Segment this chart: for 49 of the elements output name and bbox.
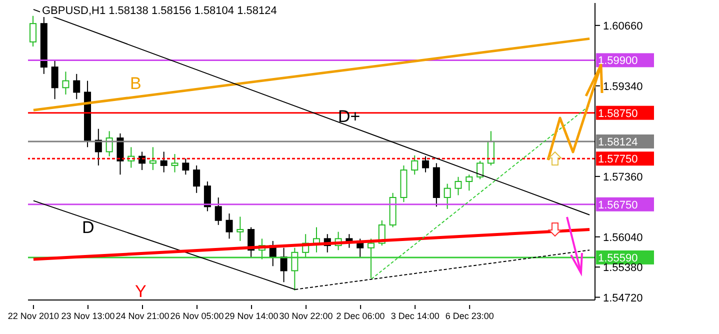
series-label: B	[130, 74, 142, 94]
x-tick-label: 29 Nov 14:00	[224, 311, 278, 321]
candlestick	[51, 60, 58, 100]
x-tick-label: 23 Nov 13:00	[61, 311, 115, 321]
candlestick	[149, 146, 156, 171]
candlestick	[476, 160, 484, 180]
candlestick	[487, 130, 494, 166]
candlestick	[226, 213, 233, 240]
candlestick	[411, 154, 418, 176]
candlestick	[214, 196, 222, 226]
candlestick	[368, 238, 375, 279]
y-tick-label: 1.59340	[603, 80, 643, 93]
x-tick-label: 22 Nov 2010	[8, 311, 59, 321]
candlestick	[30, 15, 36, 47]
ref-line-label: 1.59900	[598, 55, 638, 68]
y-tick-label: 1.57360	[603, 171, 643, 184]
x-tick-label: 26 Nov 05:00	[170, 311, 224, 321]
series-label: Y	[135, 282, 146, 302]
x-tick-label: 2 Dec 06:00	[336, 311, 385, 321]
ref-line-label: 1.55590	[598, 252, 638, 264]
candlestick	[466, 174, 473, 192]
y-tick-label: 1.60660	[603, 20, 643, 32]
candlestick	[182, 158, 190, 176]
x-tick-label: 24 Nov 21:00	[116, 311, 170, 321]
y-tick-label: 1.54720	[603, 292, 643, 304]
candlestick	[73, 73, 80, 100]
ref-line-label: 1.56750	[598, 199, 638, 212]
chart-title: GBPUSD,H1 1.58138 1.58156 1.58104 1.58124	[40, 5, 279, 17]
candlestick	[236, 216, 244, 242]
candlestick	[193, 164, 200, 194]
candlestick	[171, 154, 178, 173]
ref-line-label: 1.57750	[598, 154, 638, 166]
y-tick-label: 1.55380	[603, 262, 643, 274]
candlestick	[204, 180, 211, 212]
ref-line-label: 1.58124	[598, 136, 638, 148]
candlestick	[422, 156, 430, 173]
candlestick	[454, 176, 462, 196]
candlestick	[291, 247, 298, 291]
candlestick	[160, 151, 168, 173]
x-tick-label: 3 Dec 14:00	[390, 311, 440, 321]
series-label: D	[82, 218, 94, 238]
candlestick	[444, 183, 451, 210]
x-tick-label: 6 Dec 23:00	[445, 311, 494, 321]
y-tick-label: 1.56040	[603, 232, 643, 244]
candlestick	[346, 234, 353, 248]
ref-line-label: 1.58750	[598, 108, 638, 120]
candlestick	[62, 71, 70, 96]
candlestick	[116, 132, 124, 176]
x-tick-label: 30 Nov 22:00	[279, 311, 333, 321]
